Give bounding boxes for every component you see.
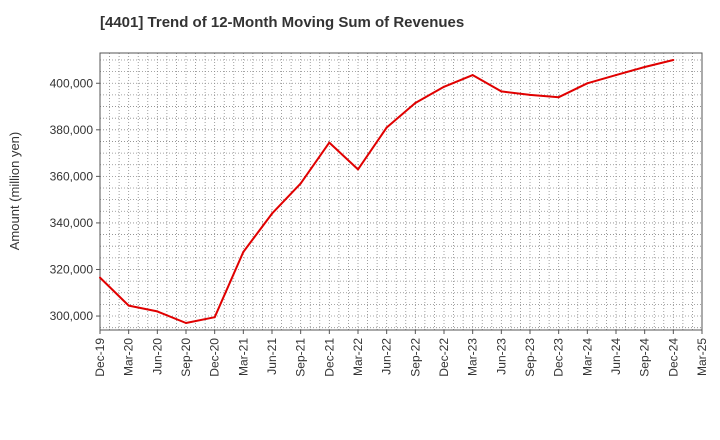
data-point <box>213 316 216 319</box>
grid-lines <box>100 53 702 330</box>
data-point <box>615 74 617 77</box>
x-tick-label: Jun-23 <box>494 338 508 375</box>
data-point <box>185 322 187 325</box>
x-tick-label: Mar-25 <box>695 338 709 376</box>
data-point <box>443 85 445 88</box>
data-point <box>643 65 646 68</box>
y-tick-label: 320,000 <box>50 262 94 276</box>
x-tick-label: Mar-22 <box>351 338 365 376</box>
x-tick-label: Dec-24 <box>666 338 680 377</box>
x-tick-label: Sep-21 <box>294 338 308 377</box>
y-tick-label: 300,000 <box>50 309 94 323</box>
y-tick-label: 340,000 <box>50 216 94 230</box>
x-tick-label: Jun-21 <box>265 338 279 375</box>
y-tick-label: 380,000 <box>50 123 94 137</box>
x-tick-label: Dec-19 <box>93 338 107 377</box>
x-tick-label: Dec-23 <box>552 338 566 377</box>
data-point <box>156 310 159 313</box>
series-group <box>99 58 675 325</box>
x-tick-label: Mar-20 <box>122 338 136 376</box>
x-tick-label: Mar-24 <box>580 338 594 376</box>
x-tick-label: Jun-24 <box>609 338 623 375</box>
x-tick-label: Sep-22 <box>408 338 422 377</box>
chart-title: [4401] Trend of 12-Month Moving Sum of R… <box>100 14 465 31</box>
x-tick-label: Dec-21 <box>322 338 336 377</box>
data-point <box>99 276 101 279</box>
data-point <box>414 102 417 105</box>
data-point <box>242 251 245 254</box>
y-tick-label: 400,000 <box>50 76 94 90</box>
data-point <box>385 126 388 129</box>
data-point <box>127 304 130 307</box>
x-axis-ticks: Dec-19 Mar-20 Jun-20 Sep-20 Dec-20 Mar-21 Jun-… <box>93 330 709 377</box>
x-tick-label: Dec-20 <box>208 338 222 377</box>
data-point <box>328 141 331 144</box>
data-point <box>271 212 273 215</box>
y-axis-label: Amount (million yen) <box>7 132 22 251</box>
x-tick-label: Jun-22 <box>380 338 394 375</box>
y-axis-ticks: 300,000 320,000 340,000 360,000 380,000 400,0… <box>50 76 100 323</box>
data-point <box>529 93 531 96</box>
data-point <box>557 96 560 99</box>
y-tick-label: 360,000 <box>50 169 94 183</box>
x-tick-label: Sep-24 <box>638 338 652 377</box>
data-point <box>357 168 359 171</box>
data-point <box>672 58 675 61</box>
x-tick-label: Sep-20 <box>179 338 193 377</box>
x-tick-label: Dec-22 <box>437 338 451 377</box>
data-point <box>471 74 474 77</box>
data-point <box>586 82 589 85</box>
x-tick-label: Jun-20 <box>150 338 164 375</box>
data-point <box>500 90 503 93</box>
x-tick-label: Sep-23 <box>523 338 537 377</box>
x-tick-label: Mar-21 <box>236 338 250 376</box>
plot-frame <box>99 52 703 331</box>
data-point <box>299 182 302 185</box>
x-tick-label: Mar-23 <box>466 338 480 376</box>
